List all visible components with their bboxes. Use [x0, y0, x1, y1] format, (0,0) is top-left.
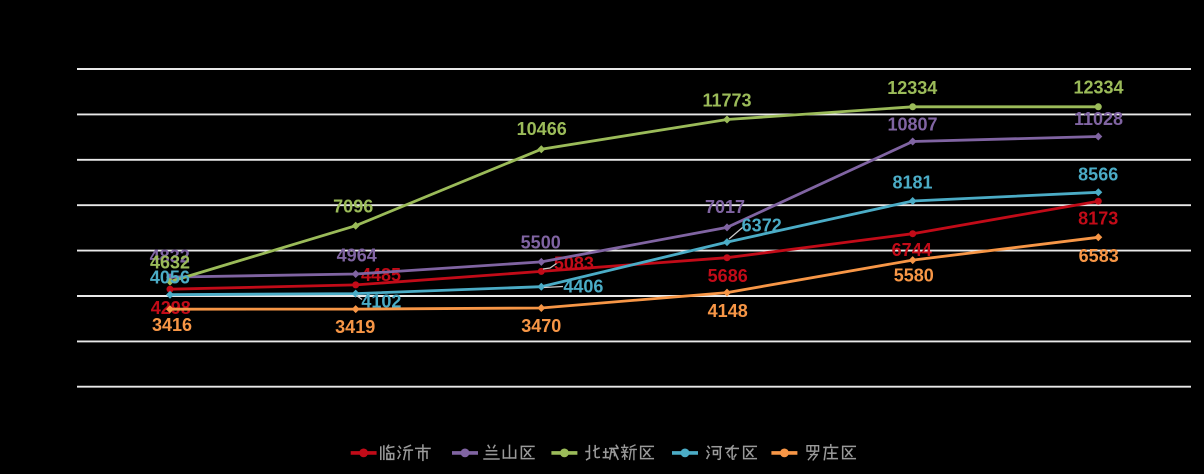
svg-text:4632: 4632 [150, 252, 190, 272]
svg-text:4056: 4056 [150, 268, 190, 288]
svg-text:8173: 8173 [1078, 209, 1118, 229]
svg-text:5686: 5686 [708, 266, 748, 286]
svg-text:6744: 6744 [892, 240, 932, 260]
svg-text:12334: 12334 [1073, 78, 1123, 98]
svg-text:7096: 7096 [333, 197, 373, 217]
svg-text:10807: 10807 [887, 114, 937, 134]
svg-text:3416: 3416 [152, 315, 192, 335]
svg-text:4406: 4406 [563, 276, 603, 296]
svg-text:4832: 4832 [150, 246, 190, 266]
svg-text:4148: 4148 [708, 301, 748, 321]
svg-text:8566: 8566 [1078, 164, 1118, 184]
svg-text:6583: 6583 [1079, 246, 1119, 266]
svg-text:6372: 6372 [742, 215, 782, 235]
svg-text:11773: 11773 [702, 90, 751, 110]
svg-text:10466: 10466 [517, 119, 567, 139]
svg-text:11028: 11028 [1074, 109, 1123, 129]
svg-text:4485: 4485 [361, 265, 401, 285]
svg-text:4964: 4964 [337, 245, 377, 265]
svg-text:8181: 8181 [892, 173, 932, 193]
svg-text:3419: 3419 [335, 317, 375, 337]
svg-text:3470: 3470 [521, 316, 561, 336]
svg-text:7017: 7017 [705, 197, 745, 217]
svg-text:5580: 5580 [894, 265, 934, 285]
svg-text:4102: 4102 [361, 292, 401, 312]
svg-text:5500: 5500 [521, 233, 561, 253]
svg-text:12334: 12334 [887, 78, 937, 98]
